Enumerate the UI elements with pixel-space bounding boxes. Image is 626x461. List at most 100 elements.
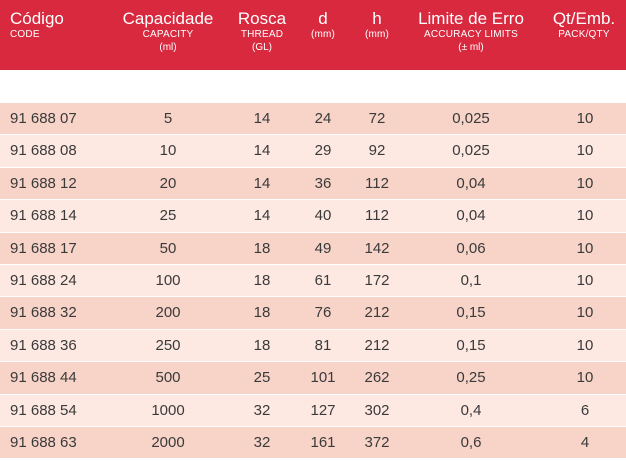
header-h: h (mm) [352, 10, 402, 40]
table-row: 91 688 14 25 14 40 112 0,04 10 [0, 200, 626, 233]
header-code-label: Código [10, 9, 64, 28]
cell-thread: 32 [253, 401, 271, 419]
cell-error: 0,1 [460, 271, 482, 289]
cell-capacity: 20 [159, 174, 177, 192]
cell-qty: 6 [580, 401, 590, 419]
cell-error: 0,06 [456, 239, 486, 257]
cell-h: 92 [368, 142, 386, 160]
cell-capacity: 2000 [151, 433, 185, 451]
table-row: 91 688 17 50 18 49 142 0,06 10 [0, 232, 626, 265]
header-capacity-unit: (ml) [159, 42, 177, 53]
cell-h: 262 [364, 369, 390, 387]
cell-error: 0,025 [452, 142, 490, 160]
header-code-sublabel: CODE [10, 29, 40, 40]
cell-d: 61 [314, 271, 332, 289]
cell-code: 91 688 14 [10, 207, 77, 225]
cell-capacity: 100 [155, 271, 181, 289]
cell-thread: 14 [253, 207, 271, 225]
cell-d: 49 [314, 239, 332, 257]
table-body: 91 688 07 5 14 24 72 0,025 10 91 688 08 10 14 29 92… [0, 103, 626, 460]
cell-d: 36 [314, 174, 332, 192]
cell-code: 91 688 08 [10, 142, 77, 160]
cell-code: 91 688 44 [10, 369, 77, 387]
header-qty: Qt/Emb. PACK/QTY [544, 10, 624, 40]
cell-thread: 18 [253, 271, 271, 289]
cell-qty: 10 [576, 304, 594, 322]
cell-error: 0,025 [452, 110, 490, 127]
header-code: Código CODE [10, 10, 110, 40]
cell-code: 91 688 36 [10, 336, 77, 354]
cell-qty: 10 [576, 142, 594, 160]
table-row: 91 688 08 10 14 29 92 0,025 10 [0, 135, 626, 168]
cell-capacity: 50 [159, 239, 177, 257]
cell-h: 172 [364, 271, 390, 289]
cell-code: 91 688 17 [10, 239, 77, 257]
header-h-label: h [372, 9, 382, 28]
header-error-label: Limite de Erro [418, 9, 524, 28]
cell-d: 81 [314, 336, 332, 354]
cell-capacity: 5 [163, 110, 173, 127]
header-error: Limite de Erro ACCURACY LIMITS (± ml) [404, 10, 538, 53]
cell-code: 91 688 32 [10, 304, 77, 322]
cell-d: 127 [310, 401, 336, 419]
cell-h: 212 [364, 336, 390, 354]
header-d: d (mm) [298, 10, 348, 40]
cell-capacity: 25 [159, 207, 177, 225]
header-qty-label: Qt/Emb. [552, 9, 616, 28]
table-row: 91 688 54 1000 32 127 302 0,4 6 [0, 394, 626, 427]
cell-qty: 10 [576, 239, 594, 257]
cell-error: 0,15 [456, 336, 486, 354]
cell-capacity: 200 [155, 304, 181, 322]
cell-h: 72 [368, 110, 386, 127]
cell-code: 91 688 63 [10, 433, 77, 451]
cell-capacity: 10 [159, 142, 177, 160]
cell-d: 76 [314, 304, 332, 322]
cell-qty: 10 [576, 110, 594, 127]
cell-thread: 14 [253, 110, 271, 127]
header-error-sublabel: ACCURACY LIMITS [424, 29, 518, 40]
cell-thread: 14 [253, 142, 271, 160]
cell-thread: 18 [253, 239, 271, 257]
cell-error: 0,04 [456, 174, 486, 192]
header-h-unit: (mm) [364, 29, 390, 40]
table-row: 91 688 12 20 14 36 112 0,04 10 [0, 167, 626, 201]
cell-thread: 25 [253, 369, 271, 387]
table-row: 91 688 32 200 18 76 212 0,15 10 [0, 297, 626, 330]
cell-qty: 10 [576, 369, 594, 387]
header-thread-unit: (GL) [252, 42, 272, 53]
cell-h: 112 [365, 174, 389, 192]
table-row: 91 688 36 250 18 81 212 0,15 10 [0, 329, 626, 363]
cell-h: 302 [364, 401, 390, 419]
table-header: Código CODE Capacidade CAPACITY (ml) Ros… [0, 0, 626, 70]
cell-d: 29 [314, 142, 332, 160]
cell-qty: 10 [576, 174, 594, 192]
cell-code: 91 688 07 [10, 110, 77, 127]
table-row: 91 688 07 5 14 24 72 0,025 10 [0, 103, 626, 136]
cell-d: 161 [310, 433, 336, 451]
cell-error: 0,4 [460, 401, 482, 419]
cell-d: 24 [314, 110, 332, 127]
cell-code: 91 688 54 [10, 401, 77, 419]
cell-thread: 18 [253, 336, 271, 354]
table-row: 91 688 44 500 25 101 262 0,25 10 [0, 362, 626, 395]
header-capacity-sublabel: CAPACITY [142, 29, 194, 40]
header-d-label: d [318, 9, 328, 28]
cell-capacity: 250 [155, 336, 181, 354]
header-capacity-label: Capacidade [122, 9, 214, 28]
cell-h: 212 [364, 304, 390, 322]
header-spacer [0, 70, 626, 103]
cell-code: 91 688 24 [10, 271, 77, 289]
cell-d: 101 [310, 369, 336, 387]
cell-h: 142 [364, 239, 390, 257]
cell-qty: 10 [576, 271, 594, 289]
header-thread: Rosca THREAD (GL) [230, 10, 294, 53]
header-d-unit: (mm) [310, 29, 336, 40]
header-qty-sublabel: PACK/QTY [558, 29, 610, 40]
table-row: 91 688 63 2000 32 161 372 0,6 4 [0, 426, 626, 460]
cell-error: 0,6 [460, 433, 482, 451]
cell-qty: 4 [580, 433, 590, 451]
cell-code: 91 688 12 [10, 174, 77, 192]
cell-error: 0,04 [456, 207, 486, 225]
cell-thread: 32 [253, 433, 271, 451]
